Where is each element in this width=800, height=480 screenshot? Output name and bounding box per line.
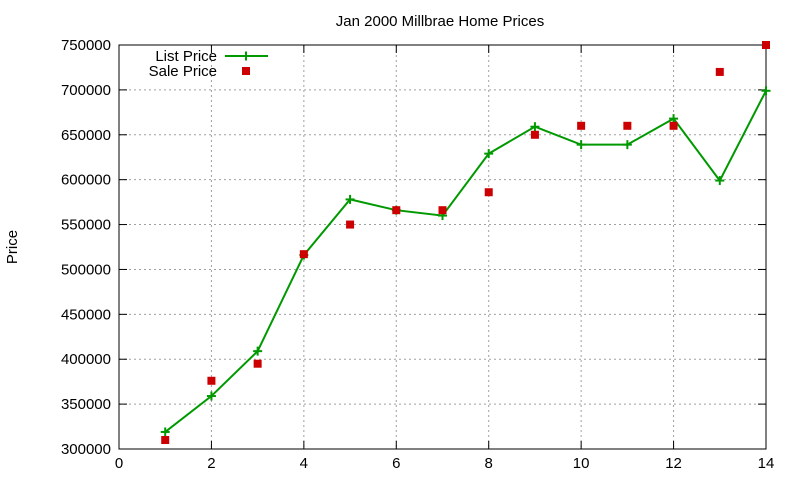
data-point-sale-price (669, 121, 678, 130)
data-point-sale-price (715, 67, 724, 76)
x-tick-label: 6 (392, 455, 400, 472)
data-point-list-price (484, 149, 494, 159)
y-tick-label: 400000 (61, 351, 111, 368)
legend: List Price Sale Price (149, 48, 268, 80)
data-point-sale-price (161, 436, 170, 445)
data-point-list-price (715, 176, 725, 186)
data-point-sale-price (438, 206, 447, 215)
data-point-sale-price (484, 188, 493, 197)
data-point-sale-price (346, 220, 355, 229)
data-point-sale-price (392, 206, 401, 215)
x-tick-label: 4 (300, 455, 308, 472)
legend-label-sale-price: Sale Price (149, 63, 217, 80)
data-point-list-price (253, 346, 263, 356)
data-point-sale-price (577, 121, 586, 130)
y-tick-label: 700000 (61, 82, 111, 99)
axis-ticks: 300000 350000 400000 450000 500000 550000 6000… (61, 37, 774, 472)
series (160, 41, 771, 445)
series-line-list-price (164, 90, 767, 433)
data-point-sale-price (530, 130, 539, 139)
x-tick-label: 10 (573, 455, 590, 472)
data-point-list-price (622, 140, 632, 150)
y-tick-label: 600000 (61, 172, 111, 189)
data-point-list-price (576, 140, 586, 150)
data-point-sale-price (253, 359, 262, 368)
x-tick-label: 14 (758, 455, 775, 472)
x-tick-label: 8 (485, 455, 493, 472)
data-point-list-price (345, 194, 355, 204)
x-tick-label: 12 (665, 455, 682, 472)
data-point-sale-price (762, 41, 770, 49)
y-axis-label: Price (4, 230, 21, 264)
y-tick-label: 650000 (61, 127, 111, 144)
data-point-list-price (669, 114, 679, 124)
y-tick-label: 350000 (61, 396, 111, 413)
y-tick-label: 550000 (61, 217, 111, 234)
chart-title: Jan 2000 Millbrae Home Prices (336, 13, 544, 30)
series-sale-price (161, 41, 770, 445)
data-point-list-price (761, 86, 771, 96)
y-tick-label: 750000 (61, 37, 111, 54)
y-tick-label: 300000 (61, 441, 111, 458)
x-tick-label: 0 (115, 455, 123, 472)
legend-label-list-price: List Price (155, 48, 217, 65)
data-point-sale-price (207, 376, 216, 385)
legend-marker-list-price (241, 51, 251, 61)
legend-marker-sale-price (242, 67, 250, 75)
data-point-list-price (160, 427, 170, 437)
data-point-list-price (206, 391, 216, 401)
plot-frame (118, 44, 767, 450)
data-point-list-price (530, 122, 540, 132)
data-point-sale-price (623, 121, 632, 130)
x-tick-label: 2 (207, 455, 215, 472)
y-tick-label: 500000 (61, 261, 111, 278)
data-point-sale-price (299, 250, 308, 259)
y-tick-label: 450000 (61, 306, 111, 323)
